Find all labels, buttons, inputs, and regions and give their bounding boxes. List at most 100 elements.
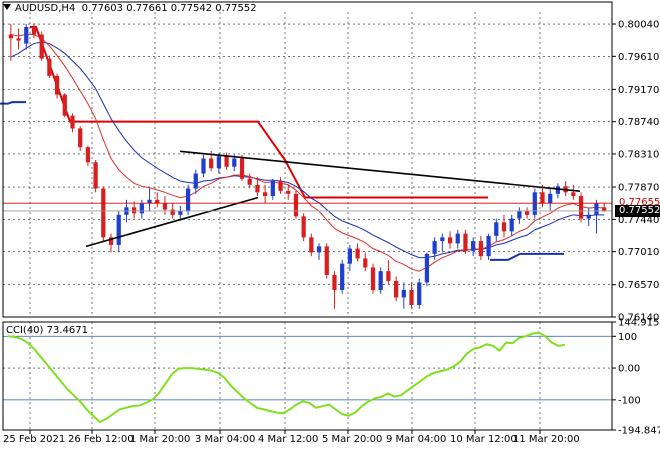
candle-bear [209,158,214,169]
price-tick-label: 0.78740 [618,117,659,128]
price-tick-label: 0.76140 [618,313,659,324]
moving-averages [10,34,605,272]
timeframe: H4 [61,3,76,14]
time-tick-label: 10 Mar 12:00 [450,434,517,445]
candle-bull [494,222,499,236]
candle-bull [594,203,599,215]
candle-bull [378,271,383,290]
candle-bear [409,289,414,305]
candle-bear [39,34,44,59]
price-tick-label: 0.76570 [618,280,659,291]
indicator-value: 73.4671 [46,325,88,336]
ascending-trend-line [85,196,259,248]
candle-bear [108,237,114,245]
symbol: AUDUSD [15,3,59,14]
price-tick-label: 0.78310 [618,149,659,160]
candle-bear [62,94,67,116]
time-tick-label: 26 Feb 12:00 [68,434,134,445]
candle-bear [370,267,376,290]
candle-bear [224,156,229,167]
candle-bull [424,253,430,283]
candle-bull [201,158,206,174]
candle-bear [78,128,83,148]
indicator-name: CCI(40) [6,325,44,336]
candle-bull [270,181,275,197]
candles [8,23,607,309]
candle-bull [216,156,222,169]
candle-bull [548,193,553,204]
time-tick-label: 5 Mar 20:00 [322,434,382,445]
candle-bear [47,58,52,76]
cci-tick-label: 0.00 [618,364,640,375]
candle-bear [363,258,368,268]
candle-bull [193,173,198,189]
time-axis: 25 Feb 2021 26 Feb 12:001 Mar 20:00 3 Mar … [3,430,580,445]
candle-bear [332,274,337,290]
candle-bear [578,196,584,219]
candle-bull [586,214,591,219]
candle-bull [147,199,152,204]
candle-bear [263,192,268,197]
candle-bull [232,158,237,167]
candle-bear [70,115,75,129]
candle-bear [540,192,545,204]
candle-bull [440,237,445,242]
cci-tick-label: 100 [618,332,637,343]
cci-line [7,331,566,424]
price-axis: 0.80040 0.79610 0.79170 0.78740 0.78310 0.778… [612,20,659,324]
candle-bear [8,34,13,39]
candle-bear [301,216,306,238]
time-tick-label: 4 Mar 12:00 [258,434,318,445]
candle-bear [132,207,137,214]
candle-bull [555,186,561,194]
candle-bull [347,248,352,264]
candle-bear [93,162,98,189]
candle-bull [178,211,183,215]
price-tick-label: 0.77440 [618,215,659,226]
candle-bear [524,211,530,215]
candle-bear [101,188,106,238]
candle-bull [139,203,144,214]
candle-bear [293,193,299,217]
price-tick-label: 0.77010 [618,247,659,258]
ema-slow-line [10,41,605,259]
cci-tick-label: 144.9158 [618,318,660,329]
candle-bear [16,38,21,41]
candle-bear [286,190,291,194]
candle-bear [571,192,576,197]
candle-bear [355,248,360,259]
support-step-line-left [0,101,26,105]
candle-bear [447,237,453,244]
candle-bull [401,289,406,298]
candle-bear [278,181,283,191]
time-tick-label: 11 Mar 20:00 [513,434,580,445]
candle-bull [316,246,322,253]
indicator-pane-frame [2,321,613,431]
candle-bull [116,214,121,245]
cci-axis: 144.9158 100 0.00 -100 -194.8473 [612,318,660,437]
candle-bull [455,233,460,244]
cci-plot [3,331,612,424]
trend-lines [85,150,581,248]
candle-bear [501,222,507,232]
candle-bull [509,218,514,232]
dropdown-triangle-icon[interactable] [3,4,11,10]
candle-bull [24,27,29,44]
candle-bear [602,207,607,212]
ema-fast-line [10,34,605,272]
candle-bull [517,211,522,219]
support-step-line-right [490,252,564,261]
candle-bull [471,241,476,251]
price-tick-label: 0.80040 [618,20,659,31]
time-tick-label: 3 Mar 04:00 [195,434,255,445]
time-tick-label: 1 Mar 20:00 [130,434,190,445]
candle-bull [486,235,491,257]
candle-bear [393,280,399,298]
cci-tick-label: -194.8473 [618,426,660,437]
candle-bull [417,282,422,305]
candle-bear [386,271,391,281]
indicator-header: CCI(40) 73.4671 [6,325,88,336]
main-pane-frame [2,1,613,318]
pane-frames [2,1,613,431]
